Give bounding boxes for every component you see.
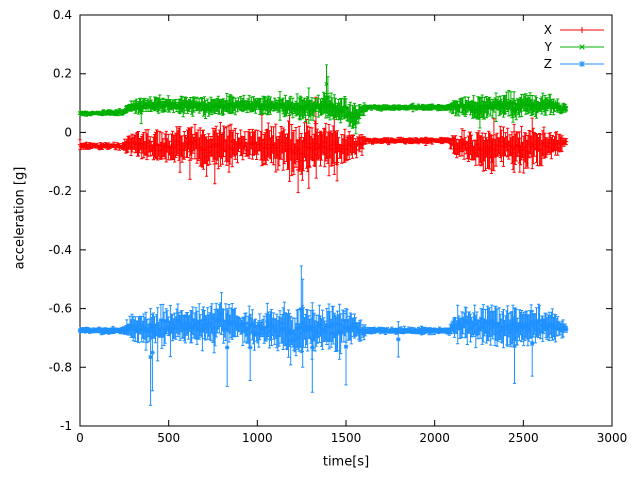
y-tick-label: 0.2 [53, 67, 72, 81]
legend-sample-z [560, 61, 604, 67]
legend-sample-x [560, 27, 604, 33]
legend-label-y: Y [544, 40, 553, 54]
tick-marks [79, 14, 613, 427]
x-axis-title: time[s] [322, 454, 370, 470]
y-tick-label: -0.8 [49, 360, 72, 374]
y-tick-label: 0 [64, 125, 72, 139]
y-tick-label: -0.4 [49, 243, 72, 257]
x-tick-label: 500 [157, 431, 180, 445]
x-tick-label: 1000 [242, 431, 273, 445]
y-tick-label: -0.6 [49, 302, 72, 316]
series-x [77, 96, 569, 194]
x-tick-label: 1500 [331, 431, 362, 445]
y-tick-label: 0.4 [53, 8, 72, 22]
y-axis-title: acceleration [g] [12, 166, 28, 270]
x-tick-label: 3000 [597, 431, 628, 445]
legend-label-x: X [544, 23, 552, 37]
x-tick-label: 2500 [508, 431, 539, 445]
x-tick-label: 0 [76, 431, 84, 445]
series-z [77, 265, 569, 406]
legend-label-z: Z [544, 57, 552, 71]
x-tick-label: 2000 [419, 431, 450, 445]
y-tick-label: -0.2 [49, 184, 72, 198]
series-y [77, 64, 569, 135]
legend-sample-y [560, 44, 604, 50]
y-tick-label: -1 [60, 419, 72, 433]
